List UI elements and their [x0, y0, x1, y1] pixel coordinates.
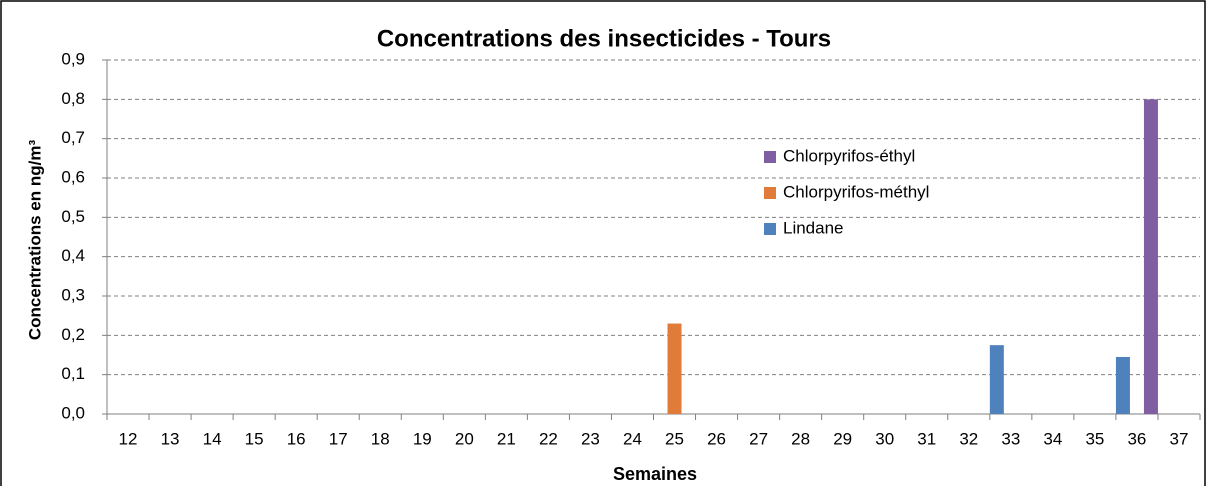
x-tick-label: 34 — [1043, 429, 1062, 448]
y-tick-label: 0,8 — [61, 89, 85, 108]
x-tick-label: 23 — [581, 429, 600, 448]
y-tick-label: 0,4 — [61, 246, 85, 265]
y-tick-label: 0,6 — [61, 167, 85, 186]
x-tick-label: 19 — [413, 429, 432, 448]
x-tick-label: 30 — [875, 429, 894, 448]
x-axis-title: Semaines — [613, 464, 697, 484]
x-tick-label: 20 — [455, 429, 474, 448]
y-tick-label: 0,3 — [61, 285, 85, 304]
x-tick-label: 28 — [791, 429, 810, 448]
x-tick-label: 12 — [119, 429, 138, 448]
legend-label: Chlorpyrifos-méthyl — [783, 182, 929, 201]
x-tick-label: 21 — [497, 429, 516, 448]
y-tick-label: 0,1 — [61, 364, 85, 383]
y-axis-title: Concentrations en ng/m³ — [25, 140, 44, 341]
bar — [1143, 99, 1158, 414]
y-tick-label: 0,0 — [61, 403, 85, 422]
chart-title: Concentrations des insecticides - Tours — [377, 25, 831, 52]
x-tick-label: 16 — [287, 429, 306, 448]
x-tick-label: 27 — [749, 429, 768, 448]
x-tick-label: 31 — [917, 429, 936, 448]
x-tick-label: 36 — [1127, 429, 1146, 448]
x-tick-label: 18 — [371, 429, 390, 448]
legend-label: Chlorpyrifos-éthyl — [783, 146, 915, 165]
x-tick-label: 15 — [245, 429, 264, 448]
x-tick-label: 13 — [161, 429, 180, 448]
x-tick-label: 14 — [203, 429, 222, 448]
x-tick-label: 17 — [329, 429, 348, 448]
x-tick-label: 29 — [833, 429, 852, 448]
y-tick-label: 0,2 — [61, 325, 85, 344]
x-tick-label: 25 — [665, 429, 684, 448]
x-tick-label: 32 — [959, 429, 978, 448]
x-tick-label: 33 — [1001, 429, 1020, 448]
legend-swatch — [764, 223, 776, 235]
y-tick-label: 0,5 — [61, 207, 85, 226]
x-tick-label: 26 — [707, 429, 726, 448]
y-tick-label: 0,9 — [61, 49, 85, 68]
bar — [989, 345, 1004, 414]
x-tick-label: 35 — [1085, 429, 1104, 448]
bar — [667, 323, 682, 414]
legend-label: Lindane — [783, 218, 844, 237]
x-tick-label: 24 — [623, 429, 642, 448]
x-tick-label: 22 — [539, 429, 558, 448]
bar — [1115, 356, 1130, 414]
x-tick-label: 37 — [1170, 429, 1189, 448]
legend-swatch — [764, 151, 776, 163]
legend-swatch — [764, 187, 776, 199]
y-tick-label: 0,7 — [61, 128, 85, 147]
